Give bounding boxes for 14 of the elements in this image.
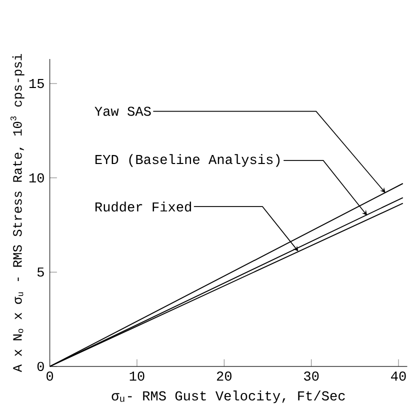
x-tick-label: 40 xyxy=(391,372,406,381)
x-tick-label: 30 xyxy=(304,372,319,381)
y-tick-label: 10 xyxy=(29,173,44,183)
text: A x N$_{o}$ x σ$_{u}$ - RMS Stress Rate, 10$^{3}$ cps-psi xyxy=(10,54,24,372)
annotation: EYD (Baseline Analysis) xyxy=(95,154,280,167)
x-axis-title: σ$_{u}$- RMS Gust Velocity, Ft/Sec xyxy=(112,390,345,404)
annotation: Rudder Fixed xyxy=(95,202,192,212)
y-tick-label: 5 xyxy=(37,268,44,277)
x-tick-label: 0 xyxy=(46,372,54,381)
y-tick-label: 15 xyxy=(29,79,44,88)
x-tick-label: 20 xyxy=(216,372,232,381)
annotation: Yaw SAS xyxy=(94,106,151,116)
y-tick-label: 0 xyxy=(37,362,44,372)
x-tick-label: 10 xyxy=(130,372,144,381)
